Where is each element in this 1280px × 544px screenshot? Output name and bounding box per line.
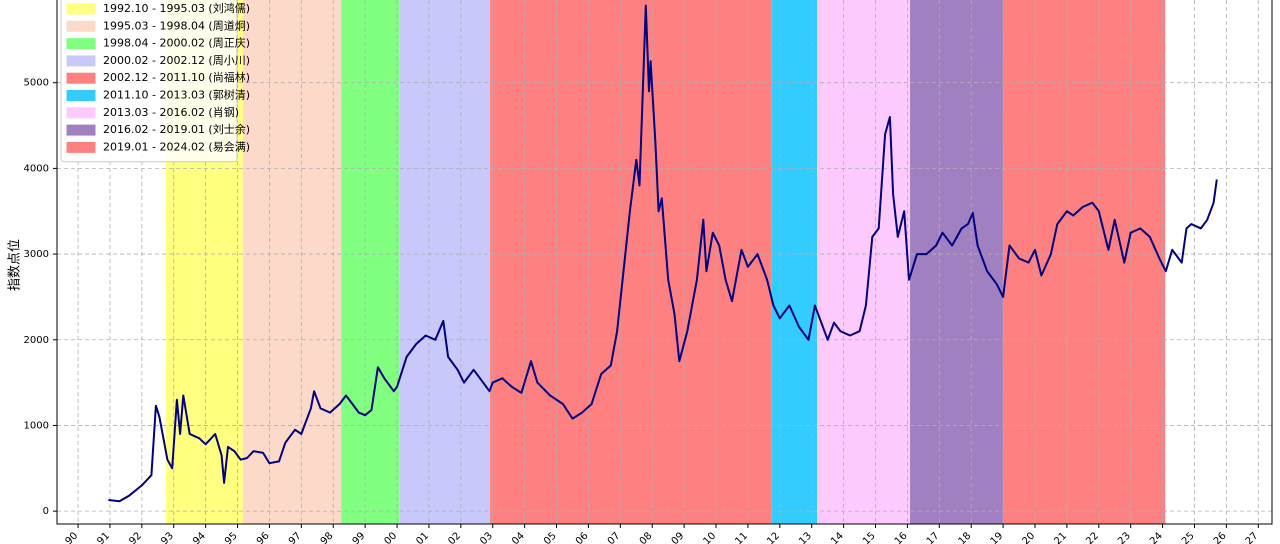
legend: 1992.10 - 1995.03 (刘鸿儒) 1995.03 - 1998.04… bbox=[60, 0, 250, 163]
span-band bbox=[490, 0, 772, 524]
x-tick-label: 99 bbox=[351, 530, 368, 544]
x-tick-label: 95 bbox=[223, 530, 240, 544]
index-line bbox=[108, 4, 1218, 503]
x-tick-label: 94 bbox=[191, 530, 208, 544]
x-tick-label: 02 bbox=[446, 530, 463, 544]
legend-swatch bbox=[66, 90, 96, 101]
x-tick-label: 26 bbox=[1212, 530, 1229, 544]
legend-swatch bbox=[66, 38, 96, 50]
x-tick-label: 19 bbox=[989, 530, 1006, 544]
x-tick-label: 27 bbox=[1244, 530, 1261, 544]
x-tick-label: 24 bbox=[1148, 530, 1165, 544]
x-tick-label: 23 bbox=[1116, 530, 1133, 544]
x-tick-label: 01 bbox=[414, 530, 431, 544]
x-tick-label: 04 bbox=[510, 530, 527, 544]
x-tick-label: 92 bbox=[127, 530, 144, 544]
x-tick-label: 17 bbox=[925, 530, 942, 544]
x-tick-label: 00 bbox=[382, 530, 399, 544]
x-tick-label: 18 bbox=[957, 530, 974, 544]
x-tick-label: 12 bbox=[765, 530, 782, 544]
span-band bbox=[341, 0, 400, 524]
x-tick-label: 91 bbox=[95, 530, 112, 544]
x-tick-label: 11 bbox=[733, 530, 750, 544]
x-tick-label: 09 bbox=[670, 530, 687, 544]
x-tick-label: 07 bbox=[606, 530, 623, 544]
x-tick-label: 13 bbox=[797, 530, 814, 544]
legend-box bbox=[60, 0, 238, 163]
x-tick-label: 22 bbox=[1084, 530, 1101, 544]
x-tick-label: 98 bbox=[319, 530, 336, 544]
legend-label: 2000.02 - 2002.12 (周小川) bbox=[103, 54, 250, 67]
legend-label: 1995.03 - 1998.04 (周道炯) bbox=[103, 18, 250, 32]
legend-label: 2011.10 - 2013.03 (郭树清) bbox=[103, 88, 250, 102]
span-band bbox=[1003, 0, 1166, 524]
legend-label: 2013.03 - 2016.02 (肖钢) bbox=[103, 105, 239, 119]
legend-label: 2016.02 - 2019.01 (刘士余) bbox=[103, 122, 250, 136]
y-tick-label: 4000 bbox=[24, 163, 49, 174]
legend-swatch bbox=[66, 107, 96, 119]
y-tick-label: 3000 bbox=[24, 249, 49, 260]
x-tick-label: 15 bbox=[861, 530, 878, 544]
x-tick-label: 90 bbox=[64, 530, 81, 544]
y-axis-label: 指数点位 bbox=[8, 239, 23, 291]
legend-swatch bbox=[66, 20, 96, 32]
legend-label: 1992.10 - 1995.03 (刘鸿儒) bbox=[103, 1, 250, 15]
legend-label: 1998.04 - 2000.02 (周正庆) bbox=[103, 36, 250, 50]
legend-label: 2019.01 - 2024.02 (易会满) bbox=[103, 140, 250, 153]
span-band bbox=[910, 0, 1004, 524]
x-tick-label: 08 bbox=[638, 530, 655, 544]
span-band bbox=[771, 0, 818, 524]
x-tick-label: 14 bbox=[829, 530, 846, 544]
x-tick-label: 21 bbox=[1052, 530, 1069, 544]
x-tick-label: 10 bbox=[701, 530, 718, 544]
legend-swatch bbox=[66, 124, 96, 136]
y-tick-label: 5000 bbox=[24, 78, 49, 89]
x-tick-label: 06 bbox=[574, 530, 591, 544]
legend-label: 2002.12 - 2011.10 (尚福林) bbox=[103, 70, 250, 84]
legend-swatch bbox=[66, 141, 96, 153]
x-tick-label: 93 bbox=[159, 530, 176, 544]
span-band bbox=[399, 0, 491, 524]
legend-swatch bbox=[66, 72, 96, 84]
x-tick-label: 25 bbox=[1180, 530, 1197, 544]
span-band bbox=[817, 0, 911, 524]
plot-frame bbox=[56, 0, 1273, 525]
x-tick-label: 96 bbox=[255, 530, 272, 544]
y-tick-label: 1000 bbox=[24, 420, 49, 431]
x-tick-label: 16 bbox=[893, 530, 910, 544]
y-tick-label: 2000 bbox=[24, 335, 49, 346]
span-band bbox=[242, 0, 342, 524]
x-tick-label: 97 bbox=[287, 530, 304, 544]
legend-swatch bbox=[66, 55, 96, 67]
y-tick-label: 0 bbox=[43, 506, 49, 517]
x-tick-label: 05 bbox=[542, 530, 559, 544]
x-tick-label: 20 bbox=[1020, 530, 1037, 544]
legend-swatch bbox=[66, 3, 96, 15]
x-tick-label: 03 bbox=[478, 530, 495, 544]
y-tick-label: 6000 bbox=[24, 0, 49, 3]
